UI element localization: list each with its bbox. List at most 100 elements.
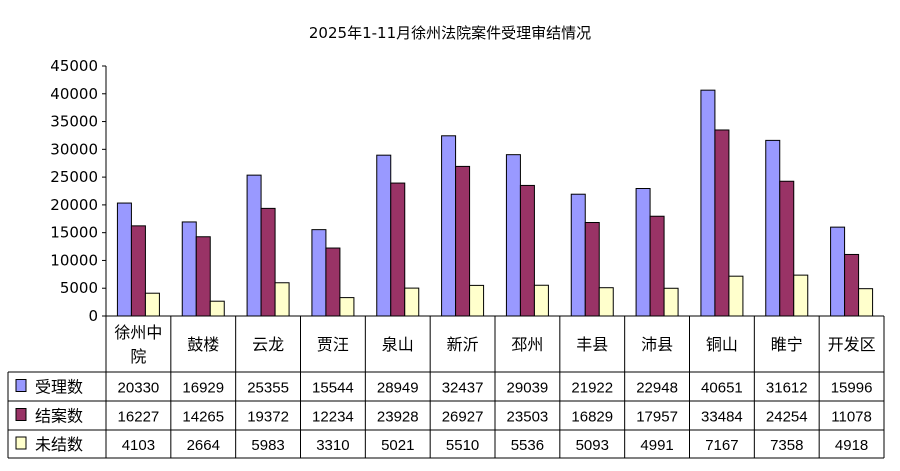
category-label: 铜山 — [706, 335, 738, 354]
legend-label: 未结数 — [35, 435, 83, 454]
data-label: 5536 — [511, 437, 544, 454]
bar — [376, 154, 392, 317]
data-label: 5021 — [381, 437, 414, 454]
category-label: 泉山 — [382, 335, 414, 354]
category-label: 院 — [130, 347, 146, 366]
bar — [765, 139, 781, 317]
bar — [635, 188, 651, 317]
bar — [533, 284, 549, 317]
data-label: 7167 — [705, 437, 738, 454]
data-label: 32437 — [442, 380, 484, 397]
data-label: 40651 — [701, 380, 743, 397]
legend-label: 受理数 — [35, 378, 83, 397]
bar — [779, 180, 795, 317]
data-label: 5983 — [251, 437, 284, 454]
bar — [714, 129, 730, 317]
data-label: 12234 — [312, 409, 354, 426]
data-label: 25355 — [247, 380, 289, 397]
bar — [144, 292, 160, 317]
data-label: 16227 — [118, 409, 160, 426]
bar — [844, 253, 860, 317]
bar — [325, 247, 341, 317]
bar — [260, 207, 276, 317]
bar — [858, 288, 874, 317]
bar — [663, 287, 679, 317]
bar — [130, 225, 146, 317]
data-label: 23503 — [507, 409, 549, 426]
data-label: 15544 — [312, 380, 354, 397]
y-tick-label: 25000 — [50, 168, 98, 186]
legend-key — [15, 379, 27, 392]
bar — [181, 221, 197, 317]
bar — [246, 174, 262, 317]
legend-key — [15, 408, 27, 421]
data-label: 5093 — [576, 437, 609, 454]
bar — [505, 154, 521, 317]
data-label: 17957 — [636, 409, 678, 426]
data-label: 11078 — [831, 409, 872, 426]
category-label: 贾汪 — [317, 335, 349, 354]
bar — [311, 229, 327, 317]
y-tick-label: 0 — [88, 307, 98, 325]
y-tick-label: 45000 — [50, 57, 98, 75]
data-label: 20330 — [118, 380, 160, 397]
data-label: 28949 — [377, 380, 419, 397]
data-label: 31612 — [766, 380, 808, 397]
bar — [793, 274, 809, 317]
y-tick-label: 15000 — [50, 224, 98, 242]
data-label: 2664 — [187, 437, 220, 454]
bar — [649, 215, 665, 317]
data-label: 29039 — [507, 380, 549, 397]
category-label: 开发区 — [828, 335, 876, 354]
bar — [274, 282, 290, 317]
category-label: 云龙 — [252, 335, 284, 354]
bar — [728, 275, 744, 317]
bar — [441, 135, 457, 317]
category-label: 新沂 — [447, 335, 479, 354]
bar — [519, 184, 535, 317]
bar — [830, 226, 846, 317]
legend-label: 结案数 — [35, 407, 83, 426]
data-label: 4918 — [835, 437, 868, 454]
y-tick-label: 5000 — [60, 279, 98, 297]
data-label: 4103 — [122, 437, 155, 454]
bar — [404, 287, 420, 317]
bar — [598, 287, 614, 317]
bar — [455, 165, 471, 317]
y-tick-label: 20000 — [50, 196, 98, 214]
y-tick-label: 35000 — [50, 113, 98, 131]
bar — [209, 300, 225, 317]
y-tick-label: 30000 — [50, 140, 98, 158]
data-label: 16929 — [182, 380, 224, 397]
data-label: 22948 — [636, 380, 678, 397]
data-label: 26927 — [442, 409, 484, 426]
data-label: 24254 — [766, 409, 808, 426]
data-label: 4991 — [640, 437, 673, 454]
legend-key — [15, 436, 27, 450]
category-label: 沛县 — [641, 335, 673, 354]
bar — [195, 236, 211, 317]
data-label: 33484 — [701, 409, 743, 426]
category-label: 睢宁 — [771, 335, 803, 354]
data-label: 15996 — [831, 380, 873, 397]
data-label: 16829 — [571, 409, 613, 426]
data-label: 21922 — [571, 380, 613, 397]
axis-layer: 0 5000 10000 15000 20000 25000 30000 35000 40000… — [50, 57, 107, 325]
category-label: 徐州中 — [114, 323, 162, 342]
data-label: 23928 — [377, 409, 419, 426]
data-label: 14265 — [182, 409, 224, 426]
bar — [469, 284, 485, 317]
data-label: 5510 — [446, 437, 479, 454]
bar — [700, 89, 716, 317]
category-label: 邳州 — [511, 335, 543, 354]
bar — [339, 297, 355, 317]
chart-title: 2025年1-11月徐州法院案件受理审结情况 — [309, 24, 591, 42]
bar — [116, 202, 132, 317]
y-tick-label: 40000 — [50, 85, 98, 103]
bar — [584, 222, 600, 317]
data-label: 19372 — [247, 409, 289, 426]
category-label: 丰县 — [576, 335, 608, 354]
data-label: 3310 — [316, 437, 349, 454]
